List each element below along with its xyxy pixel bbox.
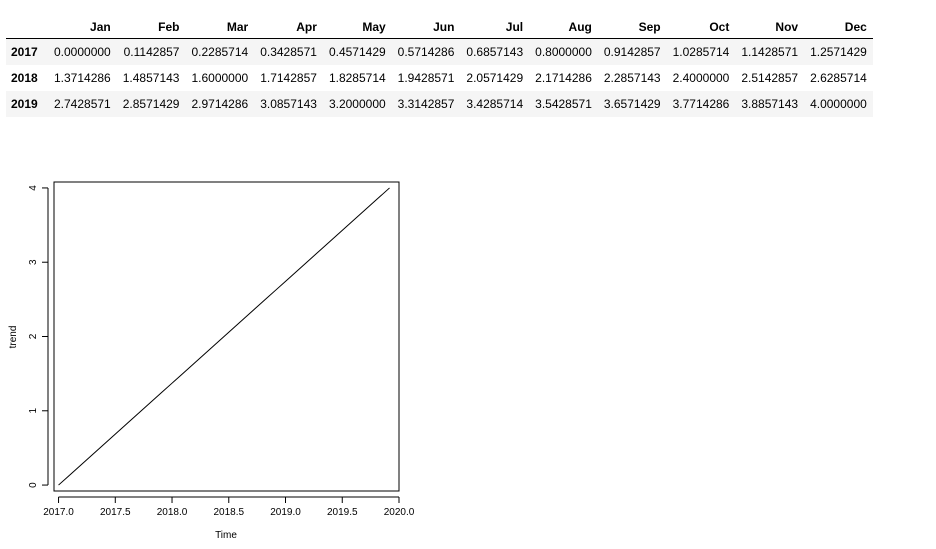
table-cell: 0.6857143: [466, 45, 524, 59]
month-header-dec: Dec: [804, 16, 873, 39]
x-axis-label: Time: [215, 530, 237, 541]
row-year-label: 2018: [11, 71, 38, 85]
month-header-oct: Oct: [666, 16, 736, 39]
plot-frame: [53, 181, 400, 492]
x-tick-label: 2018.5: [213, 507, 244, 518]
table-row: 2018 1.3714286 1.4857143 1.6000000 1.7142857…: [6, 65, 873, 91]
table-cell: 1.3714286: [54, 71, 111, 85]
row-year-label: 2017: [11, 45, 38, 59]
y-tick-label: 4: [28, 185, 39, 191]
y-tick-label: 1: [28, 408, 39, 414]
table-cell: 0.3428571: [260, 45, 317, 59]
table-cell: 1.9428571: [397, 71, 455, 85]
table-cell: 1.6000000: [191, 71, 249, 85]
month-header-mar: Mar: [185, 16, 255, 39]
table-cell: 1.0285714: [672, 45, 730, 59]
month-header-apr: Apr: [254, 16, 323, 39]
y-tick-label: 3: [28, 259, 39, 265]
x-tick-label: 2019.0: [270, 507, 301, 518]
x-tick-label: 2017.5: [100, 507, 131, 518]
time-series-table: Jan Feb Mar Apr May Jun Jul Aug Sep Oct Nov Dec 201…: [6, 16, 873, 117]
month-header-feb: Feb: [116, 16, 186, 39]
table-cell: 2.9714286: [191, 97, 249, 111]
table-cell: 2.2857143: [603, 71, 661, 85]
table-cell: 4.0000000: [810, 97, 867, 111]
table-cell: 3.0857143: [260, 97, 317, 111]
table-cell: 3.6571429: [603, 97, 661, 111]
x-tick-label: 2017.0: [43, 507, 74, 518]
month-header-nov: Nov: [735, 16, 805, 39]
table-cell: 1.7142857: [260, 71, 317, 85]
trend-plot: 2017.0 2017.5 2018.0 2018.5 2019.0 2019.5 2020…: [8, 181, 415, 541]
x-tick-label: 2019.5: [327, 507, 358, 518]
month-header-sep: Sep: [597, 16, 667, 39]
row-year-label: 2019: [11, 97, 38, 111]
month-header-jun: Jun: [391, 16, 461, 39]
y-tick-label: 0: [28, 482, 39, 488]
table-cell: 2.8571429: [122, 97, 180, 111]
table-cell: 2.7428571: [54, 97, 111, 111]
y-tick-label: 2: [28, 333, 39, 339]
table-body: 2017 0.0000000 0.1142857 0.2285714 0.3428571…: [6, 38, 873, 117]
table-cell: 2.1714286: [535, 71, 592, 85]
table-cell: 1.1428571: [741, 45, 799, 59]
table-cell: 3.2000000: [328, 97, 386, 111]
table-corner-cell: [6, 16, 48, 39]
table-row: 2019 2.7428571 2.8571429 2.9714286 3.0857143…: [6, 91, 873, 117]
table-cell: 2.6285714: [810, 71, 867, 85]
table-cell: 3.5428571: [535, 97, 592, 111]
table-cell: 3.3142857: [397, 97, 455, 111]
table-cell: 0.8000000: [535, 45, 592, 59]
table-cell: 2.4000000: [672, 71, 730, 85]
table-cell: 3.7714286: [672, 97, 730, 111]
table-cell: 3.4285714: [466, 97, 524, 111]
table-cell: 0.4571429: [328, 45, 386, 59]
month-header-may: May: [322, 16, 392, 39]
table-header-row: Jan Feb Mar Apr May Jun Jul Aug Sep Oct Nov Dec: [6, 16, 873, 39]
table-cell: 1.4857143: [122, 71, 180, 85]
x-tick-label: 2018.0: [157, 507, 188, 518]
month-header-aug: Aug: [529, 16, 598, 39]
table-cell: 3.8857143: [741, 97, 799, 111]
y-axis-label: trend: [8, 326, 19, 349]
month-header-jul: Jul: [460, 16, 530, 39]
table-cell: 0.2285714: [191, 45, 249, 59]
x-tick-label: 2020.0: [384, 507, 415, 518]
table-row: 2017 0.0000000 0.1142857 0.2285714 0.3428571…: [6, 38, 873, 65]
table-cell: 2.5142857: [741, 71, 799, 85]
table-cell: 2.0571429: [466, 71, 524, 85]
table-cell: 1.2571429: [810, 45, 867, 59]
table-cell: 0.0000000: [54, 45, 111, 59]
table-cell: 0.5714286: [397, 45, 455, 59]
table-cell: 0.9142857: [603, 45, 661, 59]
month-header-jan: Jan: [48, 16, 117, 39]
table-cell: 0.1142857: [123, 45, 180, 59]
trend-line: [58, 187, 390, 486]
table-cell: 1.8285714: [328, 71, 386, 85]
